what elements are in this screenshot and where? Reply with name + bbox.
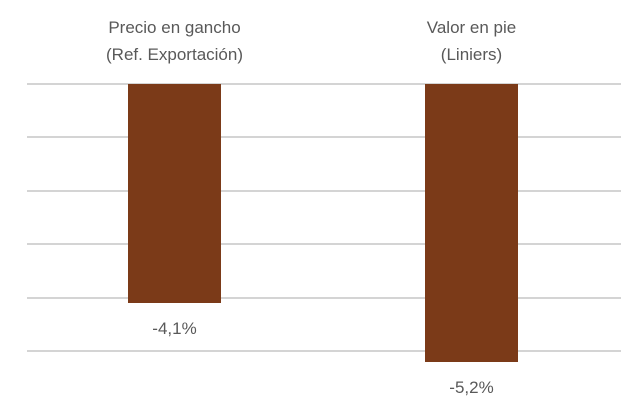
gridline <box>27 189 621 192</box>
gridline <box>27 136 621 139</box>
gridline <box>27 83 621 85</box>
category-label-1: Precio en gancho (Ref. Exportación) <box>55 14 295 68</box>
category-label-line: Valor en pie <box>426 18 517 37</box>
data-label-2: -5,2% <box>449 377 494 397</box>
bar-1 <box>128 84 221 303</box>
category-label-2: Valor en pie (Liniers) <box>352 14 592 68</box>
category-label-line: (Ref. Exportación) <box>106 45 243 64</box>
category-label-line: (Liniers) <box>440 45 503 64</box>
gridline <box>27 243 621 246</box>
category-label-line: Precio en gancho <box>108 18 241 37</box>
bar-2 <box>425 84 518 362</box>
data-label-1: -4,1% <box>152 318 197 338</box>
gridline <box>27 350 621 352</box>
gridline <box>27 296 621 299</box>
